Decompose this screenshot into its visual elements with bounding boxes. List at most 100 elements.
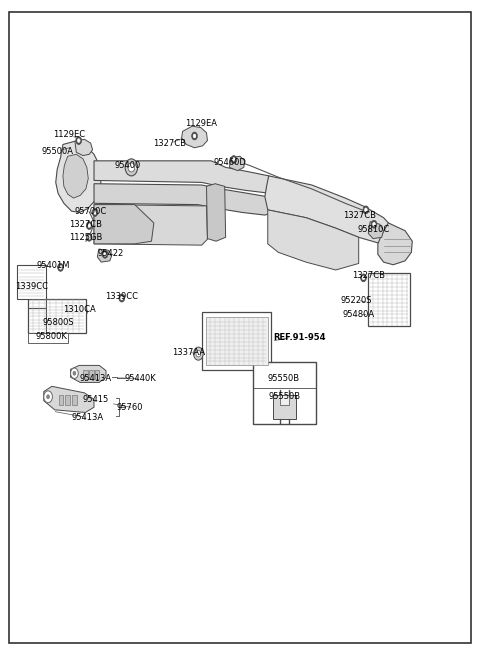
Bar	[83, 370, 88, 379]
Polygon shape	[94, 204, 154, 244]
Circle shape	[71, 368, 78, 379]
Circle shape	[44, 391, 52, 403]
Circle shape	[125, 159, 138, 176]
Polygon shape	[206, 183, 226, 241]
Text: 1337AA: 1337AA	[172, 348, 205, 357]
Text: 1327CB: 1327CB	[69, 219, 102, 229]
Text: 1129EC: 1129EC	[53, 130, 85, 139]
Text: 1129EA: 1129EA	[185, 119, 217, 128]
Text: 1327CB: 1327CB	[153, 139, 186, 147]
Circle shape	[73, 371, 76, 375]
Circle shape	[119, 294, 125, 302]
Bar	[72, 395, 77, 405]
Circle shape	[92, 208, 98, 216]
Polygon shape	[368, 221, 384, 238]
Circle shape	[196, 350, 201, 357]
Bar	[205, 317, 268, 365]
Circle shape	[120, 296, 123, 300]
Circle shape	[86, 233, 92, 241]
Circle shape	[88, 223, 91, 227]
Circle shape	[371, 220, 377, 228]
Bar	[202, 312, 271, 370]
Bar	[280, 396, 289, 405]
Text: 95800S: 95800S	[43, 318, 74, 327]
Text: 95413A: 95413A	[72, 413, 104, 422]
Circle shape	[102, 250, 108, 258]
Circle shape	[133, 165, 136, 169]
Text: 95500A: 95500A	[41, 147, 73, 155]
Text: 95550B: 95550B	[268, 374, 300, 383]
Circle shape	[58, 263, 63, 271]
Polygon shape	[265, 176, 393, 244]
Circle shape	[128, 163, 135, 172]
Circle shape	[104, 252, 107, 256]
Text: REF.91-954: REF.91-954	[274, 333, 326, 342]
Circle shape	[59, 265, 62, 269]
Text: 95440K: 95440K	[124, 374, 156, 383]
Bar	[28, 333, 68, 343]
Circle shape	[362, 276, 365, 280]
Circle shape	[364, 208, 367, 212]
Text: 95810C: 95810C	[357, 225, 389, 234]
Polygon shape	[56, 141, 101, 212]
Polygon shape	[94, 161, 278, 193]
Circle shape	[32, 288, 35, 291]
Text: 95400: 95400	[115, 161, 141, 170]
Text: 1339CC: 1339CC	[105, 291, 138, 301]
Text: 1327CB: 1327CB	[343, 210, 376, 219]
Text: 95760: 95760	[117, 403, 144, 413]
Circle shape	[132, 163, 138, 171]
Polygon shape	[378, 223, 412, 265]
Polygon shape	[44, 386, 94, 413]
Text: 1327CB: 1327CB	[352, 271, 385, 280]
Polygon shape	[71, 365, 106, 383]
Circle shape	[372, 222, 375, 226]
Circle shape	[193, 347, 203, 360]
Circle shape	[88, 235, 91, 239]
Bar	[28, 299, 86, 333]
Polygon shape	[268, 210, 359, 270]
Circle shape	[82, 308, 87, 316]
Circle shape	[76, 137, 82, 145]
Circle shape	[47, 395, 49, 399]
Text: 95800K: 95800K	[36, 332, 68, 341]
Circle shape	[94, 210, 96, 214]
Text: 95413A: 95413A	[80, 374, 112, 383]
Circle shape	[65, 322, 68, 326]
Circle shape	[86, 221, 92, 229]
Circle shape	[64, 320, 70, 328]
Polygon shape	[94, 183, 277, 215]
Text: 95460D: 95460D	[214, 158, 247, 166]
Polygon shape	[75, 140, 93, 156]
Polygon shape	[181, 126, 207, 148]
Circle shape	[83, 310, 86, 314]
Bar	[253, 362, 316, 424]
Bar	[65, 395, 70, 405]
Bar	[95, 370, 99, 379]
Text: 95220S: 95220S	[340, 295, 372, 305]
Circle shape	[192, 132, 197, 140]
Bar	[273, 396, 297, 419]
Text: 95700C: 95700C	[75, 207, 107, 215]
Bar	[59, 395, 63, 405]
Circle shape	[77, 139, 80, 143]
Polygon shape	[63, 155, 88, 198]
Circle shape	[232, 158, 235, 162]
Text: 1339CC: 1339CC	[15, 282, 48, 291]
Circle shape	[193, 134, 196, 138]
Polygon shape	[97, 249, 112, 262]
Bar	[368, 272, 410, 326]
Circle shape	[59, 335, 62, 339]
Circle shape	[360, 274, 366, 282]
Text: 1125GB: 1125GB	[69, 233, 103, 242]
Circle shape	[363, 206, 369, 214]
Text: 95415: 95415	[82, 395, 108, 404]
Circle shape	[58, 333, 63, 341]
Text: 95401M: 95401M	[36, 261, 70, 270]
Bar	[89, 370, 94, 379]
Text: 95550B: 95550B	[269, 392, 301, 401]
Text: 95422: 95422	[97, 249, 124, 258]
Text: 95480A: 95480A	[343, 310, 375, 319]
Circle shape	[30, 286, 36, 293]
Bar	[17, 265, 46, 299]
